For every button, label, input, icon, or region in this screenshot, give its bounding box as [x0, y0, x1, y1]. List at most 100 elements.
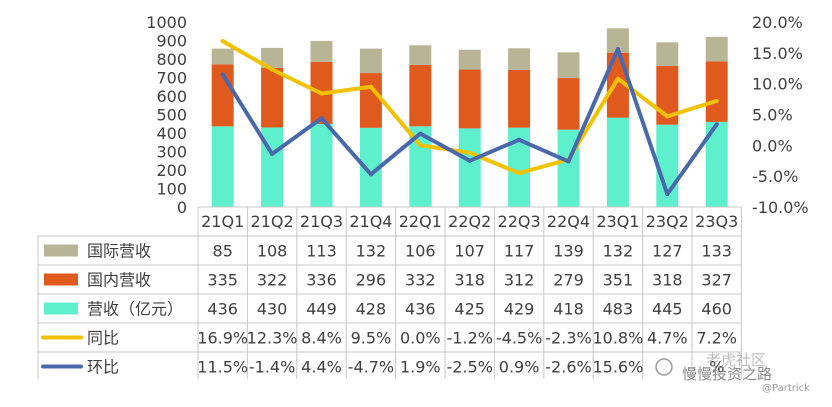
bar-domestic: [705, 61, 728, 122]
data-label: 418: [553, 300, 584, 319]
yoy-line-point: [714, 98, 719, 103]
legend-swatch: [44, 273, 78, 286]
y-right-tick-label: 0.0%: [752, 136, 793, 155]
yoy-line-point: [665, 114, 670, 119]
bar-international: [211, 48, 234, 65]
bar-international: [705, 36, 728, 62]
data-label: 127: [652, 242, 683, 261]
bar-revenue: [458, 128, 481, 207]
bar-revenue: [310, 123, 333, 207]
qoq-line-point: [566, 159, 571, 164]
y-left-tick-label: 200: [156, 161, 187, 180]
data-label: 139: [553, 242, 584, 261]
data-label: 113: [306, 242, 337, 261]
bar-international: [261, 47, 284, 68]
data-label: 9.5%: [351, 329, 392, 348]
yoy-line-point: [270, 67, 275, 72]
data-label: 445: [652, 300, 683, 319]
data-label: 296: [356, 271, 387, 290]
data-label: %: [709, 358, 724, 377]
qoq-line-point: [220, 72, 225, 77]
y-right-tick-label: 20.0%: [752, 13, 803, 32]
data-label: 85: [213, 242, 233, 261]
x-tick-label: 22Q1: [399, 212, 442, 231]
data-label: -1.2%: [446, 329, 492, 348]
bar-revenue: [606, 117, 629, 207]
y-right-tick-label: 15.0%: [752, 44, 803, 63]
bar-revenue: [508, 127, 531, 207]
yoy-line-point: [467, 150, 472, 155]
yoy-line-point: [615, 76, 620, 81]
x-tick-label: 21Q2: [251, 212, 294, 231]
data-label: 10.8%: [592, 329, 643, 348]
data-label: 318: [652, 271, 683, 290]
yoy-line-point: [368, 84, 373, 89]
data-label: -2.5%: [446, 358, 492, 377]
data-label: 460: [701, 300, 732, 319]
data-label: 336: [306, 271, 337, 290]
bar-international: [606, 28, 629, 53]
watermark-text: 慢慢投资之路: [682, 365, 772, 383]
x-tick-label: 21Q3: [300, 212, 343, 231]
y-left-tick-label: 100: [156, 180, 187, 199]
y-left-tick-label: 0: [177, 198, 187, 217]
bar-domestic: [261, 67, 284, 128]
legend-swatch: [44, 244, 78, 257]
y-left-tick-label: 600: [156, 87, 187, 106]
yoy-line-point: [220, 39, 225, 44]
y-left-tick-label: 500: [156, 106, 187, 125]
yoy-line-point: [517, 171, 522, 176]
data-label: 107: [454, 242, 485, 261]
data-label: 351: [603, 271, 634, 290]
data-label: 117: [504, 242, 535, 261]
data-label: 15.6%: [592, 358, 643, 377]
data-label: -4.7%: [348, 358, 394, 377]
data-label: 436: [207, 300, 238, 319]
data-label: 449: [306, 300, 337, 319]
qoq-line-point: [714, 122, 719, 127]
bar-domestic: [409, 64, 432, 127]
data-label: 335: [207, 271, 238, 290]
data-label: 7.2%: [696, 329, 737, 348]
bar-revenue: [705, 121, 728, 207]
data-label: 430: [257, 300, 288, 319]
bar-international: [508, 48, 531, 70]
bar-domestic: [359, 73, 382, 128]
data-label: 108: [257, 242, 288, 261]
qoq-line-point: [665, 192, 670, 197]
data-label: 106: [405, 242, 436, 261]
data-label: -2.3%: [545, 329, 591, 348]
data-label: 327: [701, 271, 732, 290]
data-label: 132: [603, 242, 634, 261]
legend-label: 营收（亿元）: [87, 300, 183, 319]
x-tick-label: 22Q4: [547, 212, 590, 231]
qoq-line-point: [615, 47, 620, 52]
data-label: 425: [454, 300, 485, 319]
data-label: 436: [405, 300, 436, 319]
legend-label: 国际营收: [87, 242, 151, 261]
data-label: 4.4%: [301, 358, 342, 377]
x-tick-label: 23Q1: [596, 212, 639, 231]
data-label: 312: [504, 271, 535, 290]
bar-revenue: [359, 127, 382, 207]
data-label: 11.5%: [197, 358, 248, 377]
legend-label: 环比: [87, 358, 119, 377]
bar-international: [557, 52, 580, 79]
bar-international: [656, 42, 679, 66]
x-tick-label: 22Q3: [498, 212, 541, 231]
data-label: -1.4%: [249, 358, 295, 377]
data-label: 0.9%: [499, 358, 540, 377]
watermark-handle: @Partrick: [762, 383, 810, 394]
data-label: 428: [356, 300, 387, 319]
data-label: 4.7%: [647, 329, 688, 348]
y-left-tick-label: 800: [156, 50, 187, 69]
data-label: 279: [553, 271, 584, 290]
y-right-tick-label: -5.0%: [752, 167, 798, 186]
data-label: 1.9%: [400, 358, 441, 377]
data-label: -2.6%: [545, 358, 591, 377]
y-left-tick-label: 300: [156, 143, 187, 162]
bar-domestic: [458, 69, 481, 129]
data-label: 332: [405, 271, 436, 290]
